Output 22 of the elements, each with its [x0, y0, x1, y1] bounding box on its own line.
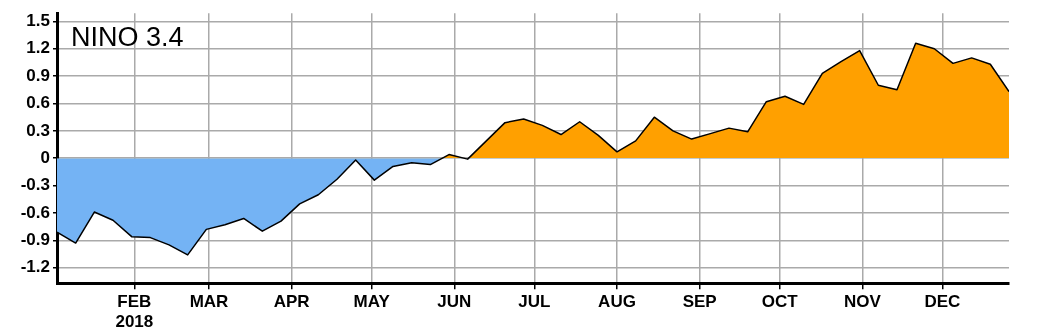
x-tick-label: JUL — [518, 292, 551, 312]
y-tick-label: -0.3 — [20, 175, 50, 195]
chart-title: NINO 3.4 — [71, 22, 184, 53]
x-tick-label: SEP — [682, 292, 717, 312]
y-tick-label: 0.6 — [26, 93, 50, 113]
x-tick-label: JUN — [437, 292, 472, 312]
y-tick-label: -0.9 — [20, 230, 50, 250]
x-tick-label: FEB 2018 — [115, 292, 154, 332]
y-tick-label: -0.6 — [20, 202, 50, 222]
y-tick-label: 1.5 — [26, 11, 50, 31]
y-tick-label: 0.3 — [26, 120, 50, 140]
x-tick-label: MAY — [353, 292, 391, 312]
x-tick-label: MAR — [189, 292, 229, 312]
y-tick-label: 1.2 — [26, 38, 50, 58]
x-tick-label: NOV — [843, 292, 882, 312]
x-tick-label: OCT — [761, 292, 799, 312]
y-tick-label: 0.9 — [26, 65, 50, 85]
x-tick-label: DEC — [924, 292, 961, 312]
x-tick-label: APR — [273, 292, 310, 312]
y-tick-label: 0 — [40, 147, 50, 167]
x-tick-label: AUG — [598, 292, 636, 312]
y-tick-label: -1.2 — [20, 257, 50, 277]
